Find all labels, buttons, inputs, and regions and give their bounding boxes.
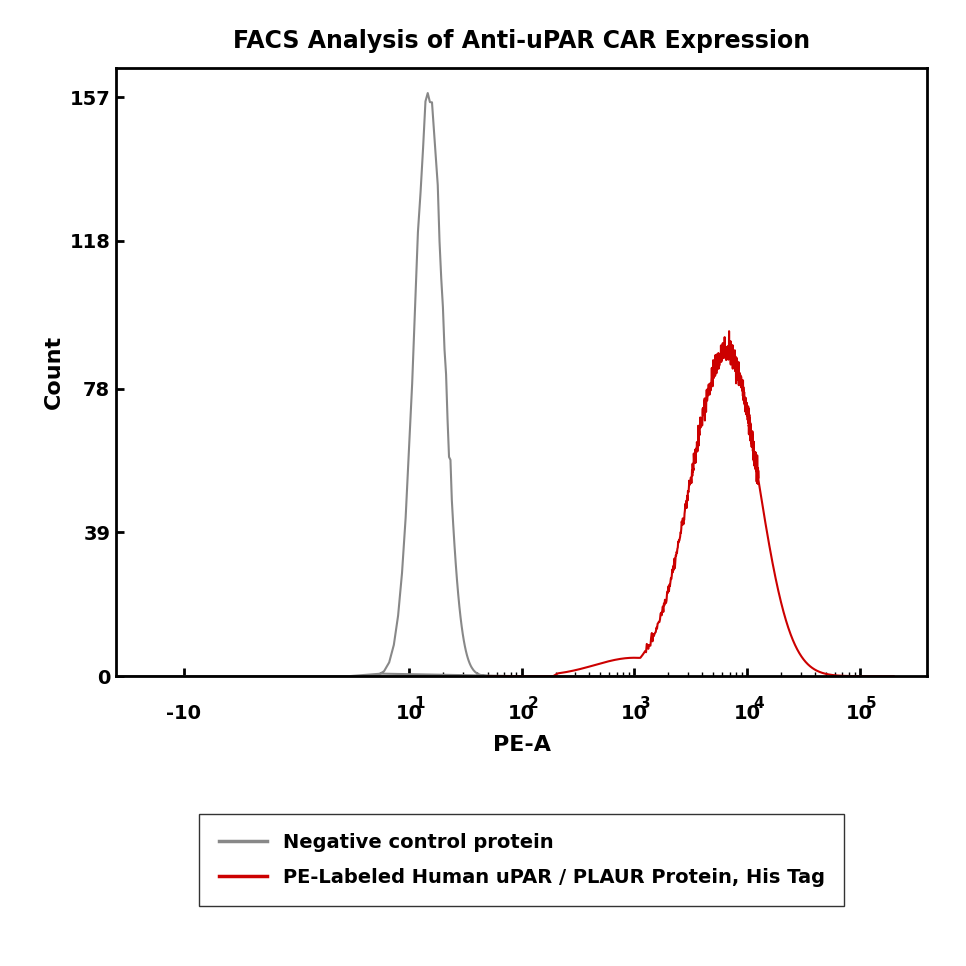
Text: 10: 10	[395, 704, 422, 723]
Text: -10: -10	[166, 704, 201, 723]
Text: 5: 5	[866, 696, 876, 711]
Text: 1: 1	[414, 696, 425, 711]
Text: 10: 10	[733, 704, 760, 723]
Text: 10: 10	[846, 704, 873, 723]
Text: 2: 2	[527, 696, 538, 711]
Legend: Negative control protein, PE-Labeled Human uPAR / PLAUR Protein, His Tag: Negative control protein, PE-Labeled Hum…	[199, 813, 844, 906]
Text: 10: 10	[508, 704, 535, 723]
Title: FACS Analysis of Anti-uPAR CAR Expression: FACS Analysis of Anti-uPAR CAR Expressio…	[233, 29, 810, 53]
X-axis label: PE-A: PE-A	[493, 734, 551, 754]
Text: 4: 4	[753, 696, 763, 711]
Text: 10: 10	[621, 704, 648, 723]
Text: 3: 3	[640, 696, 651, 711]
Y-axis label: Count: Count	[43, 335, 64, 409]
